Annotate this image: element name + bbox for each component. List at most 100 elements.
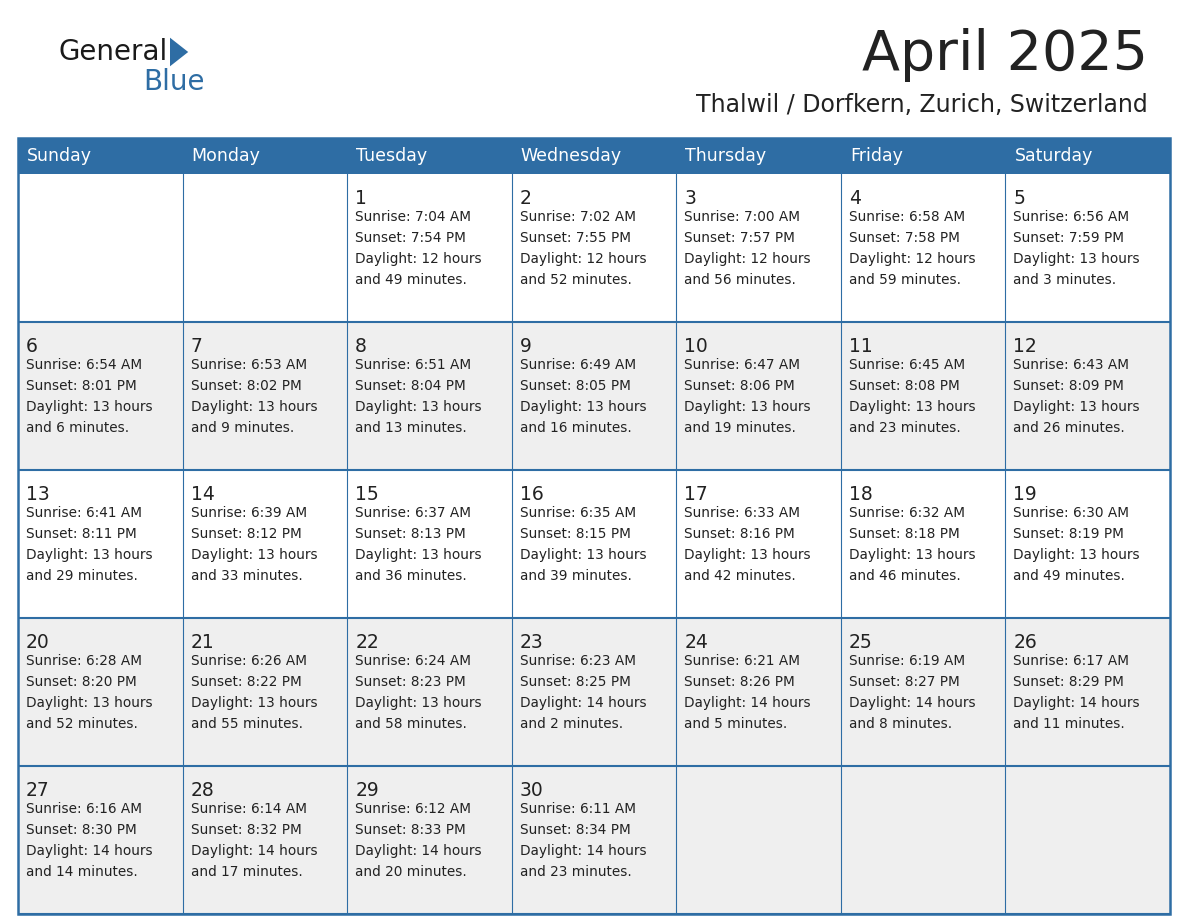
- Text: and 23 minutes.: and 23 minutes.: [519, 865, 632, 879]
- Text: and 59 minutes.: and 59 minutes.: [849, 273, 961, 287]
- Bar: [18, 138, 183, 174]
- Text: Thursday: Thursday: [685, 147, 766, 165]
- Text: Sunset: 8:01 PM: Sunset: 8:01 PM: [26, 379, 137, 393]
- Text: Daylight: 13 hours: Daylight: 13 hours: [1013, 252, 1140, 266]
- Bar: [841, 174, 1005, 322]
- Text: Sunset: 8:23 PM: Sunset: 8:23 PM: [355, 675, 466, 689]
- Text: Daylight: 13 hours: Daylight: 13 hours: [355, 548, 482, 562]
- Text: Sunset: 8:13 PM: Sunset: 8:13 PM: [355, 527, 466, 541]
- Text: 7: 7: [190, 337, 202, 356]
- Text: Sunset: 8:02 PM: Sunset: 8:02 PM: [190, 379, 302, 393]
- Bar: [183, 470, 347, 618]
- Text: Sunset: 7:55 PM: Sunset: 7:55 PM: [519, 231, 631, 245]
- Text: 2: 2: [519, 189, 531, 208]
- Text: Daylight: 13 hours: Daylight: 13 hours: [355, 696, 482, 710]
- Bar: [676, 138, 841, 174]
- Text: Daylight: 13 hours: Daylight: 13 hours: [190, 548, 317, 562]
- Text: and 49 minutes.: and 49 minutes.: [1013, 569, 1125, 583]
- Text: 1: 1: [355, 189, 367, 208]
- Text: and 55 minutes.: and 55 minutes.: [190, 717, 303, 731]
- Bar: [18, 470, 183, 618]
- Bar: [512, 138, 676, 174]
- Text: Monday: Monday: [191, 147, 260, 165]
- Text: Sunrise: 6:24 AM: Sunrise: 6:24 AM: [355, 654, 472, 668]
- Text: 10: 10: [684, 337, 708, 356]
- Text: and 5 minutes.: and 5 minutes.: [684, 717, 788, 731]
- Text: Sunset: 8:04 PM: Sunset: 8:04 PM: [355, 379, 466, 393]
- Text: Daylight: 13 hours: Daylight: 13 hours: [1013, 400, 1140, 414]
- Text: Sunrise: 6:17 AM: Sunrise: 6:17 AM: [1013, 654, 1130, 668]
- Text: 18: 18: [849, 485, 873, 504]
- Bar: [347, 322, 512, 470]
- Text: and 2 minutes.: and 2 minutes.: [519, 717, 623, 731]
- Text: 17: 17: [684, 485, 708, 504]
- Bar: [347, 138, 512, 174]
- Text: Daylight: 13 hours: Daylight: 13 hours: [1013, 548, 1140, 562]
- Text: Sunrise: 6:45 AM: Sunrise: 6:45 AM: [849, 358, 965, 372]
- Text: and 56 minutes.: and 56 minutes.: [684, 273, 796, 287]
- Text: Sunset: 8:26 PM: Sunset: 8:26 PM: [684, 675, 795, 689]
- Text: 26: 26: [1013, 633, 1037, 652]
- Text: General: General: [58, 38, 168, 66]
- Text: Sunset: 8:34 PM: Sunset: 8:34 PM: [519, 823, 631, 837]
- Text: Sunset: 8:18 PM: Sunset: 8:18 PM: [849, 527, 960, 541]
- Text: 3: 3: [684, 189, 696, 208]
- Text: 22: 22: [355, 633, 379, 652]
- Bar: [18, 322, 183, 470]
- Bar: [841, 470, 1005, 618]
- Text: Daylight: 13 hours: Daylight: 13 hours: [26, 696, 152, 710]
- Text: Daylight: 13 hours: Daylight: 13 hours: [26, 400, 152, 414]
- Bar: [841, 322, 1005, 470]
- Bar: [1005, 470, 1170, 618]
- Text: Tuesday: Tuesday: [356, 147, 428, 165]
- Bar: [1005, 766, 1170, 914]
- Bar: [841, 766, 1005, 914]
- Text: 13: 13: [26, 485, 50, 504]
- Text: Daylight: 13 hours: Daylight: 13 hours: [849, 548, 975, 562]
- Bar: [1005, 322, 1170, 470]
- Bar: [512, 618, 676, 766]
- Text: Sunrise: 6:41 AM: Sunrise: 6:41 AM: [26, 506, 143, 520]
- Bar: [1005, 138, 1170, 174]
- Text: 30: 30: [519, 781, 543, 800]
- Text: and 11 minutes.: and 11 minutes.: [1013, 717, 1125, 731]
- Text: Sunrise: 6:39 AM: Sunrise: 6:39 AM: [190, 506, 307, 520]
- Text: Sunrise: 6:14 AM: Sunrise: 6:14 AM: [190, 802, 307, 816]
- Text: and 33 minutes.: and 33 minutes.: [190, 569, 302, 583]
- Text: Daylight: 14 hours: Daylight: 14 hours: [519, 696, 646, 710]
- Bar: [676, 470, 841, 618]
- Text: Sunset: 8:05 PM: Sunset: 8:05 PM: [519, 379, 631, 393]
- Text: Sunset: 8:32 PM: Sunset: 8:32 PM: [190, 823, 302, 837]
- Text: Sunrise: 6:21 AM: Sunrise: 6:21 AM: [684, 654, 801, 668]
- Text: Sunset: 8:19 PM: Sunset: 8:19 PM: [1013, 527, 1124, 541]
- Text: Daylight: 12 hours: Daylight: 12 hours: [519, 252, 646, 266]
- Text: Daylight: 14 hours: Daylight: 14 hours: [355, 844, 482, 858]
- Bar: [18, 618, 183, 766]
- Text: Sunrise: 6:23 AM: Sunrise: 6:23 AM: [519, 654, 636, 668]
- Text: Sunrise: 7:00 AM: Sunrise: 7:00 AM: [684, 210, 801, 224]
- Text: Daylight: 14 hours: Daylight: 14 hours: [1013, 696, 1140, 710]
- Text: 21: 21: [190, 633, 214, 652]
- Bar: [676, 322, 841, 470]
- Text: Friday: Friday: [849, 147, 903, 165]
- Text: Sunset: 8:25 PM: Sunset: 8:25 PM: [519, 675, 631, 689]
- Text: and 16 minutes.: and 16 minutes.: [519, 421, 632, 435]
- Bar: [18, 766, 183, 914]
- Text: Sunrise: 6:56 AM: Sunrise: 6:56 AM: [1013, 210, 1130, 224]
- Text: Sunrise: 6:28 AM: Sunrise: 6:28 AM: [26, 654, 143, 668]
- Text: Daylight: 12 hours: Daylight: 12 hours: [849, 252, 975, 266]
- Text: Daylight: 12 hours: Daylight: 12 hours: [355, 252, 482, 266]
- Text: Sunrise: 6:30 AM: Sunrise: 6:30 AM: [1013, 506, 1130, 520]
- Bar: [1005, 618, 1170, 766]
- Bar: [1005, 174, 1170, 322]
- Text: and 42 minutes.: and 42 minutes.: [684, 569, 796, 583]
- Text: and 49 minutes.: and 49 minutes.: [355, 273, 467, 287]
- Text: and 20 minutes.: and 20 minutes.: [355, 865, 467, 879]
- Text: and 29 minutes.: and 29 minutes.: [26, 569, 138, 583]
- Text: Sunrise: 6:12 AM: Sunrise: 6:12 AM: [355, 802, 472, 816]
- Text: Daylight: 12 hours: Daylight: 12 hours: [684, 252, 811, 266]
- Text: Sunrise: 6:49 AM: Sunrise: 6:49 AM: [519, 358, 636, 372]
- Bar: [347, 766, 512, 914]
- Text: Sunrise: 6:35 AM: Sunrise: 6:35 AM: [519, 506, 636, 520]
- Bar: [183, 138, 347, 174]
